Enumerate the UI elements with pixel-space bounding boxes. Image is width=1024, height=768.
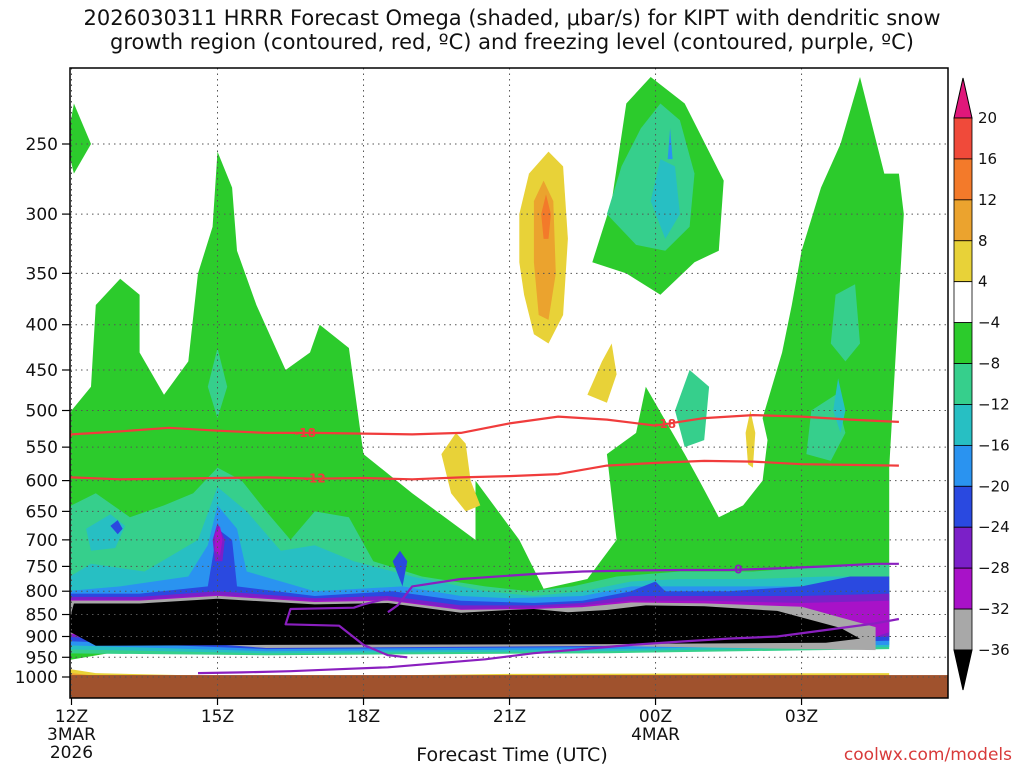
colorbar-label: 8 [978,232,988,250]
colorbar-label: 16 [978,150,997,168]
x-tick-label: 12Z [55,707,88,727]
colorbar: 20 16 12 8 4 −4 −8 −12 −16 −20 −24 −28 −32 −36 [953,77,1010,691]
dendritic-contour-label: -12 [304,472,326,486]
colorbar-bottom-arrow [953,649,973,691]
x-tick-sublabel: 2026 [50,743,93,763]
y-tick-label: 500 [26,402,58,422]
freezing-level-contour [387,562,899,614]
y-tick-label: 950 [26,648,58,668]
colorbar-label: −28 [978,559,1010,577]
colorbar-box [953,363,973,405]
dendritic-contour-minus18 [70,414,899,436]
y-tick-label: 600 [26,472,58,492]
contour-label-text: 0 [734,563,742,577]
colorbar-label: −12 [978,395,1010,413]
contour-label-text: -18 [294,426,316,440]
colorbar-box [953,158,973,201]
gridlines [70,68,948,698]
y-tick-label: 400 [26,316,58,336]
colorbar-label: −4 [978,314,1000,332]
y-tick-label: 350 [26,264,58,284]
colorbar-box [953,322,973,364]
dendritic-contour-minus12 [70,459,899,481]
x-tick-label: 00Z [639,707,672,727]
chart-title: 2026030311 HRRR Forecast Omega (shaded, … [83,6,941,54]
colorbar-box [953,199,973,242]
y-tick-label: 450 [26,361,58,381]
colorbar-label: 20 [978,109,997,127]
contour-label-text: -12 [304,472,326,486]
freezing-level-label: 0 [734,563,742,577]
y-tick-label: 700 [26,531,58,551]
colorbar-box [953,444,973,487]
omega-region-minus36 [70,598,860,646]
y-tick-label: 850 [26,606,58,626]
omega-region-minus28 [215,525,223,556]
colorbar-box [953,281,973,324]
x-tick-sublabel: 4MAR [631,725,680,745]
colorbar-box [953,567,973,610]
dendritic-contour-label: -18 [654,417,676,431]
omega-region-minus12 [650,159,680,239]
y-tick-label: 750 [26,557,58,577]
y-tick-label: 800 [26,582,58,602]
colorbar-box [953,404,973,446]
x-tick-label: 18Z [347,707,380,727]
omega-region-minus8 [675,370,710,448]
omega-shading [70,77,948,698]
contour-label-text: -18 [51,427,73,441]
dendritic-contour-label: -18 [51,427,73,441]
y-tick-label: 650 [26,502,58,522]
omega-region-minus4 [70,103,91,174]
colorbar-label: −36 [978,641,1010,659]
contour-label-text: -18 [654,417,676,431]
y-tick-label: 250 [26,135,58,155]
colorbar-label: 12 [978,191,997,209]
colorbar-box [953,117,973,160]
y-axis: 2503003504004505005506006507007508008509… [15,135,70,688]
omega-region-minus8 [830,284,860,362]
colorbar-top-arrow [953,77,973,119]
x-tick-label: 15Z [201,707,234,727]
omega-region-minus4 [70,77,904,660]
colorbar-label: −24 [978,518,1010,536]
colorbar-box [953,608,973,651]
omega-region-minus20 [392,550,408,587]
colorbar-label: −8 [978,355,1000,373]
y-tick-label: 900 [26,627,58,647]
omega-region-12 [541,194,551,239]
colorbar-label: −20 [978,477,1010,495]
colorbar-label: −32 [978,600,1010,618]
omega-region-minus20 [110,520,123,535]
omega-region-4 [441,432,481,512]
x-axis-title: Forecast Time (UTC) [416,744,608,766]
watermark[interactable]: coolwx.com/models [843,745,1012,765]
colorbar-box [953,526,973,569]
colorbar-label: −16 [978,436,1010,454]
x-tick-sublabel: 3MAR [47,725,96,745]
omega-region-4 [587,343,617,403]
colorbar-box [953,240,973,283]
ground-layer [70,675,948,698]
y-tick-label: 1000 [15,668,58,688]
y-tick-label: 300 [26,205,58,225]
freezing-level-contour [284,597,408,659]
y-tick-label: 550 [26,438,58,458]
colorbar-label: 4 [978,273,988,291]
omega-region-minus8 [207,348,228,419]
freezing-level-contour [197,617,900,675]
x-tick-label: 03Z [785,707,818,727]
omega-region-4 [745,410,756,468]
contour-lines: -18 -18 -18 -12 0 [51,414,900,675]
x-tick-label: 21Z [493,707,526,727]
dendritic-contour-label: -18 [294,426,316,440]
colorbar-box [953,485,973,528]
